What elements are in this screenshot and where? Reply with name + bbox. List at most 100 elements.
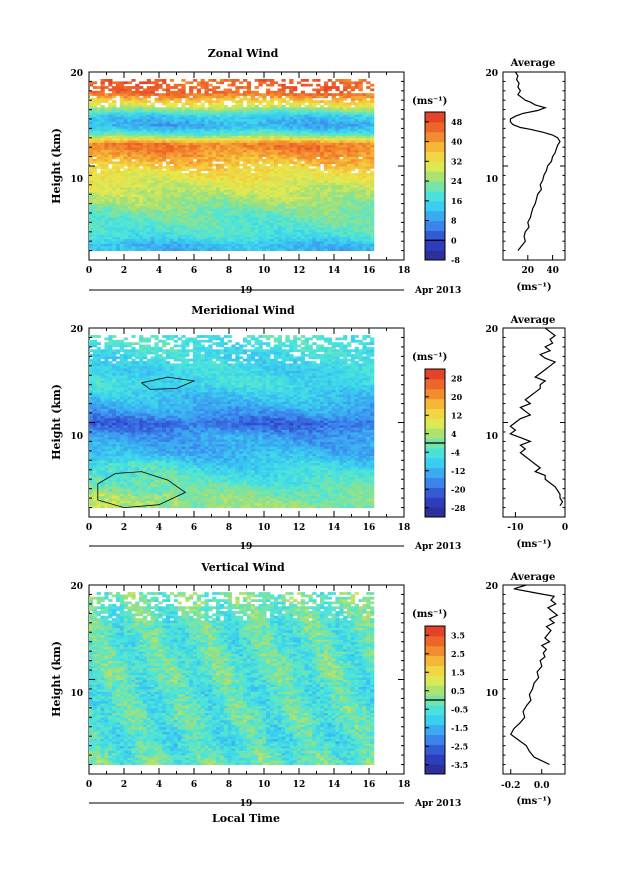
heatmap-cell xyxy=(312,194,317,197)
heatmap-cell xyxy=(135,168,140,172)
heatmap-cell xyxy=(96,220,101,223)
heatmap-cell xyxy=(162,119,167,122)
heatmap-cell xyxy=(362,156,367,160)
heatmap-cell xyxy=(142,88,148,92)
heatmap-cell xyxy=(185,201,190,204)
heatmap-cell xyxy=(146,175,151,179)
heatmap-cell xyxy=(366,137,371,141)
heatmap-cell xyxy=(89,97,94,101)
heatmap-cell xyxy=(181,220,186,223)
heatmap-cell xyxy=(323,220,329,223)
heatmap-cell xyxy=(343,109,348,113)
heatmap-cell xyxy=(104,194,109,197)
heatmap-cell xyxy=(204,88,209,92)
heatmap-cell xyxy=(254,79,259,82)
heatmap-cell xyxy=(243,170,248,174)
heatmap-cell xyxy=(192,198,198,202)
heatmap-cell xyxy=(266,229,271,233)
heatmap-cell xyxy=(119,114,125,118)
heatmap-cell xyxy=(366,220,371,223)
heatmap-cell xyxy=(100,104,105,108)
heatmap-cell xyxy=(166,100,171,103)
heatmap-cell xyxy=(96,114,101,118)
heatmap-cell xyxy=(204,241,209,244)
heatmap-cell xyxy=(254,161,259,164)
heatmap-cell xyxy=(250,229,255,233)
heatmap-cell xyxy=(131,107,136,110)
heatmap-cell xyxy=(216,227,221,230)
heatmap-cell xyxy=(112,93,117,96)
heatmap-cell xyxy=(366,229,371,233)
heatmap-cell xyxy=(127,182,132,186)
heatmap-cell xyxy=(200,189,205,193)
heatmap-cell xyxy=(162,147,167,150)
heatmap-cell xyxy=(223,158,228,162)
heatmap-cell xyxy=(216,81,221,85)
heatmap-cell xyxy=(250,147,255,150)
heatmap-cell xyxy=(96,177,101,181)
heatmap-cell xyxy=(196,203,201,207)
heatmap-cell xyxy=(327,149,332,153)
heatmap-cell xyxy=(289,234,294,237)
heatmap-cell xyxy=(285,182,290,186)
heatmap-cell xyxy=(154,135,159,139)
heatmap-cell xyxy=(204,107,209,110)
heatmap-cell xyxy=(139,180,144,183)
heatmap-cell xyxy=(246,222,251,226)
heatmap-cell xyxy=(104,79,109,82)
heatmap-cell xyxy=(166,198,171,202)
heatmap-cell xyxy=(350,112,356,115)
heatmap-cell xyxy=(350,220,356,223)
heatmap-cell xyxy=(192,107,198,110)
heatmap-cell xyxy=(166,238,171,242)
heatmap-cell xyxy=(254,107,259,110)
heatmap-cell xyxy=(335,234,340,237)
heatmap-cell xyxy=(139,158,144,162)
heatmap-cell xyxy=(131,236,136,240)
heatmap-cell xyxy=(335,177,340,181)
heatmap-cell xyxy=(216,236,221,240)
heatmap-cell xyxy=(89,144,94,148)
heatmap-cell xyxy=(227,95,232,99)
heatmap-cell xyxy=(250,236,255,240)
heatmap-cell xyxy=(285,121,290,125)
heatmap-cell xyxy=(158,133,163,136)
heatmap-cell xyxy=(354,189,359,193)
heatmap-cell xyxy=(300,119,305,122)
heatmap-cell xyxy=(196,243,201,247)
heatmap-cell xyxy=(235,109,240,113)
heatmap-cell xyxy=(89,166,94,169)
heatmap-cell xyxy=(185,154,190,157)
heatmap-cell xyxy=(162,173,167,176)
heatmap-cell xyxy=(192,184,198,188)
heatmap-cell xyxy=(289,191,294,195)
heatmap-cell xyxy=(96,180,101,183)
heatmap-cell xyxy=(246,236,251,240)
heatmap-cell xyxy=(119,137,125,141)
heatmap-cell xyxy=(189,154,194,157)
heatmap-cell xyxy=(339,236,344,240)
heatmap-cell xyxy=(331,133,336,136)
heatmap-cell xyxy=(270,137,275,141)
heatmap-cell xyxy=(142,149,148,153)
heatmap-cell xyxy=(196,189,201,193)
heatmap-cell xyxy=(96,243,101,247)
heatmap-cell xyxy=(212,198,217,202)
heatmap-cell xyxy=(347,83,352,87)
heatmap-cell xyxy=(323,107,329,110)
heatmap-cell xyxy=(216,234,221,237)
heatmap-cell xyxy=(231,135,236,139)
heatmap-cell xyxy=(293,241,298,244)
heatmap-cell xyxy=(227,205,232,209)
heatmap-cell xyxy=(323,245,329,249)
heatmap-cell xyxy=(227,180,232,183)
heatmap-cell xyxy=(123,149,128,153)
heatmap-cell xyxy=(112,175,117,179)
heatmap-cell xyxy=(189,114,194,118)
heatmap-cell xyxy=(285,137,290,141)
heatmap-cell xyxy=(243,241,248,244)
heatmap-cell xyxy=(127,149,132,153)
heatmap-cell xyxy=(300,151,305,155)
heatmap-cell xyxy=(119,88,125,92)
heatmap-cell xyxy=(246,100,251,103)
